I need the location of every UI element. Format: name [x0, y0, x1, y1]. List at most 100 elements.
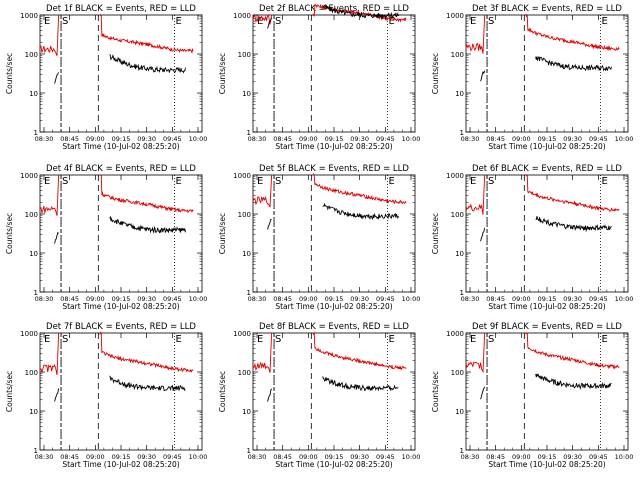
black-events-line-pre	[480, 386, 486, 400]
black-events-line-pre	[54, 231, 59, 244]
panel-title: Det 8f BLACK = Events, RED = LLD	[259, 322, 409, 332]
black-events-line	[322, 202, 399, 221]
x-tick-label: 10:00	[189, 453, 208, 461]
x-tick-label: 09:45	[163, 453, 182, 461]
black-events-line-pre	[267, 17, 273, 29]
marker-label: E	[601, 176, 607, 187]
plot-frame	[465, 174, 629, 293]
y-tick-label: 100	[238, 211, 251, 219]
y-tick-label: 100	[238, 369, 251, 377]
y-tick-label: 1	[34, 129, 38, 137]
y-tick-label: 10	[455, 408, 464, 416]
y-tick-label: 100	[25, 51, 38, 59]
x-tick-label: 08:45	[60, 295, 79, 303]
marker-label: E	[175, 176, 181, 187]
panel-9: Det 9f BLACK = Events, RED = LLD 1 10 100 10…	[431, 322, 633, 469]
red-lld-line	[312, 173, 407, 205]
marker-label: E	[388, 16, 394, 27]
red-lld-line	[99, 331, 194, 373]
x-tick-label: 08:45	[60, 135, 79, 143]
y-tick-label: 10	[242, 408, 251, 416]
y-axis-label: Counts/sec	[5, 371, 14, 412]
y-tick-label: 100	[451, 211, 464, 219]
x-tick-label: 09:15	[538, 135, 557, 143]
x-axis-label: Start Time (10-Jul-02 08:25:20)	[62, 142, 179, 151]
x-tick-label: 09:45	[589, 135, 608, 143]
y-tick-label: 100	[25, 369, 38, 377]
y-tick-label: 1000	[20, 330, 38, 338]
x-tick-label: 09:45	[589, 295, 608, 303]
plot-frame	[252, 14, 416, 133]
x-tick-label: 09:45	[376, 453, 395, 461]
marker-label: E	[44, 16, 50, 27]
black-events-line	[535, 373, 612, 390]
x-tick-label: 10:00	[402, 135, 421, 143]
y-tick-label: 10	[29, 408, 38, 416]
x-tick-label: 08:30	[248, 135, 267, 143]
y-axis-label: Counts/sec	[5, 53, 14, 94]
red-lld-line	[525, 13, 620, 52]
y-tick-label: 10	[29, 90, 38, 98]
black-events-line-pre	[267, 388, 273, 402]
x-tick-label: 09:15	[538, 453, 557, 461]
y-tick-label: 100	[451, 369, 464, 377]
panel-title: Det 3f BLACK = Events, RED = LLD	[472, 4, 622, 14]
red-lld-line-pre	[465, 174, 486, 215]
plot-frame	[39, 14, 203, 133]
marker-label: E	[44, 334, 50, 345]
x-tick-label: 10:00	[402, 453, 421, 461]
x-tick-label: 09:00	[512, 453, 531, 461]
x-tick-label: 09:15	[112, 135, 131, 143]
x-tick-label: 10:00	[615, 295, 634, 303]
y-axis-label: Counts/sec	[431, 213, 440, 254]
plot-frame	[39, 332, 203, 451]
y-tick-label: 10	[455, 90, 464, 98]
y-tick-label: 1000	[20, 12, 38, 20]
x-tick-label: 10:00	[189, 135, 208, 143]
y-tick-label: 1000	[233, 172, 251, 180]
x-tick-label: 08:30	[461, 295, 480, 303]
x-tick-label: 09:00	[299, 295, 318, 303]
y-tick-label: 1	[247, 289, 251, 297]
x-tick-label: 08:45	[273, 453, 292, 461]
x-tick-label: 09:30	[350, 135, 369, 143]
x-tick-label: 08:30	[35, 453, 54, 461]
y-tick-label: 1000	[446, 172, 464, 180]
y-tick-label: 1000	[233, 330, 251, 338]
x-tick-label: 09:30	[350, 453, 369, 461]
y-axis-label: Counts/sec	[218, 53, 227, 94]
marker-label: S	[62, 334, 68, 345]
y-tick-label: 10	[242, 250, 251, 258]
x-tick-label: 09:45	[589, 453, 608, 461]
x-tick-label: 09:45	[163, 135, 182, 143]
panel-3: Det 3f BLACK = Events, RED = LLD 1 10 100 10…	[431, 4, 633, 151]
panel-title: Det 6f BLACK = Events, RED = LLD	[472, 164, 622, 174]
x-tick-label: 09:00	[86, 135, 105, 143]
panel-6: Det 6f BLACK = Events, RED = LLD 1 10 100 10…	[431, 164, 633, 311]
marker-label: E	[44, 176, 50, 187]
x-tick-label: 09:30	[137, 135, 156, 143]
x-tick-label: 08:30	[35, 295, 54, 303]
marker-label: E	[470, 176, 476, 187]
y-tick-label: 1	[34, 289, 38, 297]
y-tick-label: 100	[25, 211, 38, 219]
x-tick-label: 08:45	[486, 135, 505, 143]
black-events-line	[109, 215, 186, 234]
x-tick-label: 08:45	[273, 295, 292, 303]
panel-2: Det 2f BLACK = Events, RED = LLD11010010…	[218, 3, 421, 151]
marker-label: E	[257, 334, 263, 345]
marker-label: S	[275, 16, 281, 27]
x-tick-label: 10:00	[615, 453, 634, 461]
y-tick-label: 1000	[446, 330, 464, 338]
marker-label: E	[175, 16, 181, 27]
x-axis-label: Start Time (10-Jul-02 08:25:20)	[488, 460, 605, 469]
red-lld-line-pre	[39, 332, 60, 376]
marker-label: S	[62, 16, 68, 27]
black-events-line-pre	[480, 70, 486, 82]
marker-label: S	[488, 176, 494, 187]
x-tick-label: 10:00	[189, 295, 208, 303]
x-tick-label: 09:30	[563, 453, 582, 461]
black-events-line	[109, 53, 186, 74]
x-tick-label: 08:30	[461, 135, 480, 143]
x-tick-label: 09:15	[112, 453, 131, 461]
